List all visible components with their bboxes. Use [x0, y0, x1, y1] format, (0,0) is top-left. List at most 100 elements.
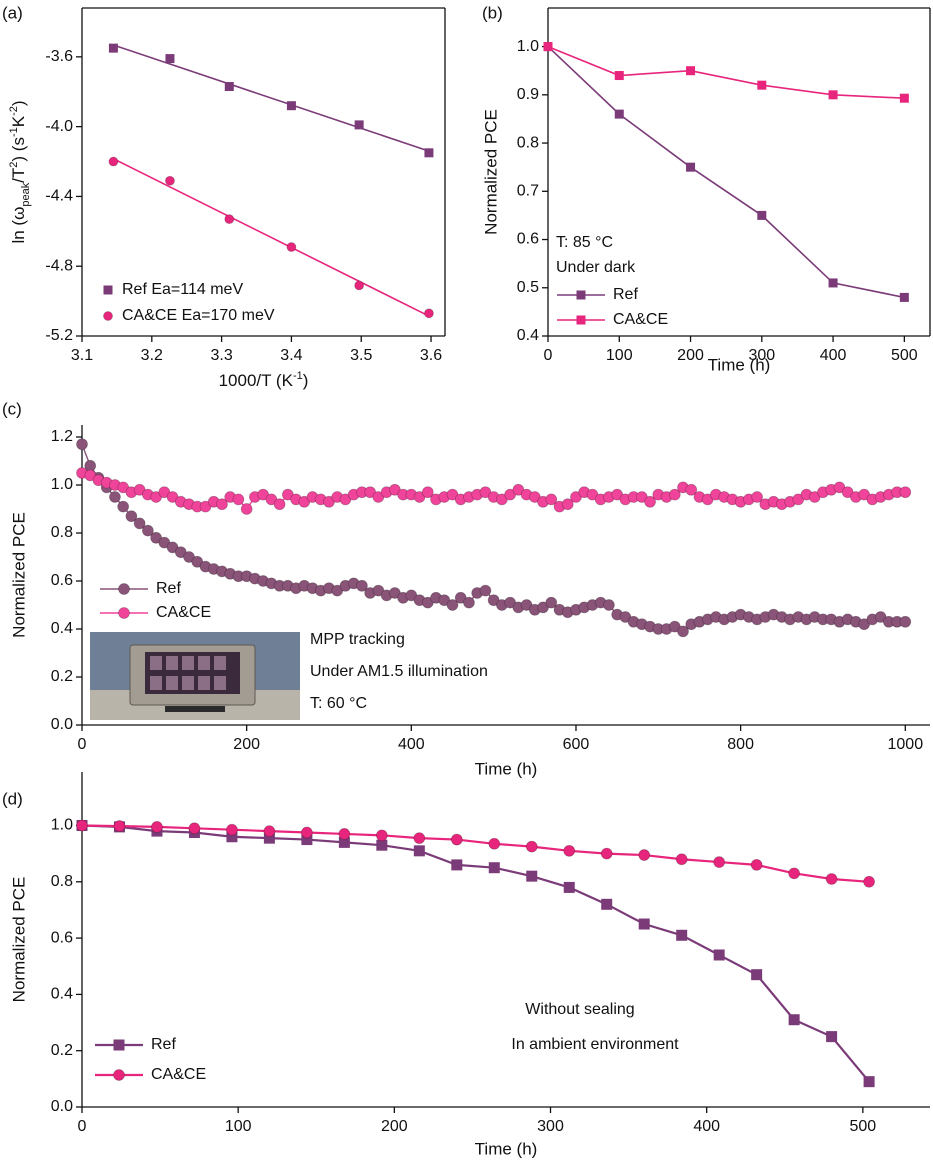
marker — [570, 491, 582, 503]
legend-label: Ref — [613, 286, 638, 303]
marker — [446, 599, 459, 611]
label-part: /T — [9, 168, 28, 183]
y-axis-label: ln (ωpeak/T2) (s-1K-2) — [8, 100, 32, 243]
x-tick-label: 0 — [544, 347, 553, 364]
marker — [446, 488, 459, 501]
y-tick-label: 1.0 — [51, 817, 73, 834]
series-line — [81, 824, 870, 883]
label-part: ln (ω — [9, 207, 28, 244]
x-tick-label: 200 — [381, 1118, 408, 1135]
marker — [668, 620, 681, 633]
x-tick-label: 400 — [398, 736, 425, 753]
marker — [874, 611, 887, 623]
marker — [413, 832, 426, 845]
y-tick-label: 0.2 — [51, 668, 73, 685]
marker — [151, 820, 163, 833]
y-axis-label: Normalized PCE — [481, 109, 500, 235]
fit-line — [113, 158, 430, 317]
marker — [713, 856, 726, 868]
y-tick-label: 1.2 — [51, 428, 73, 445]
y-tick-label: 0.8 — [517, 134, 539, 151]
marker — [117, 481, 130, 494]
y-tick-label: 0.6 — [51, 929, 73, 946]
marker — [263, 832, 275, 844]
y-tick-label: 0.8 — [51, 873, 73, 890]
marker — [635, 491, 648, 503]
annotation: T: 85 °C — [556, 234, 613, 251]
label-part: -2 — [8, 106, 20, 116]
marker — [504, 488, 517, 501]
marker — [713, 949, 725, 961]
marker — [354, 280, 365, 291]
y-axis-label: Normalized PCE — [9, 877, 28, 1003]
marker — [338, 836, 350, 848]
marker — [226, 831, 238, 843]
y-tick-label: 0.6 — [51, 572, 73, 589]
marker — [454, 591, 467, 604]
marker — [372, 584, 385, 597]
marker — [751, 491, 764, 503]
x-tick-label: 3.1 — [71, 347, 93, 364]
marker — [109, 491, 121, 503]
y-tick-label: 0.7 — [517, 183, 539, 200]
marker — [224, 214, 235, 225]
annotation: In ambient environment — [511, 1036, 679, 1053]
label-part: -1 — [8, 127, 20, 137]
marker — [563, 881, 575, 893]
y-tick-label: 0.0 — [51, 716, 73, 733]
marker — [133, 517, 146, 530]
inset-photo — [90, 632, 300, 720]
x-tick-label: 400 — [820, 347, 847, 364]
marker — [751, 969, 763, 981]
legend-label: Ref Ea=114 meV — [122, 281, 243, 298]
marker — [675, 853, 688, 866]
marker — [525, 840, 538, 853]
marker — [117, 500, 130, 513]
panel-label: (d) — [2, 789, 23, 808]
marker — [899, 93, 909, 103]
x-tick-label: 1000 — [888, 736, 924, 753]
marker — [841, 486, 854, 499]
marker — [899, 615, 912, 628]
marker — [108, 156, 119, 167]
marker — [899, 292, 909, 302]
marker — [356, 579, 368, 592]
x-tick-label: 200 — [233, 736, 260, 753]
marker — [863, 1076, 875, 1088]
legend-label: CA&CE — [156, 604, 211, 621]
marker — [438, 594, 451, 607]
marker — [323, 495, 335, 508]
legend-marker — [118, 583, 130, 595]
x-tick-label: 3.6 — [420, 347, 442, 364]
label-part: K — [9, 115, 28, 127]
marker — [331, 584, 344, 597]
marker — [792, 493, 805, 506]
y-tick-label: -4.8 — [45, 257, 73, 274]
marker — [388, 587, 401, 599]
annotation: T: 60 °C — [310, 695, 367, 712]
series-line — [81, 824, 870, 1083]
panel-label: (a) — [2, 3, 23, 22]
label-part: 1000/T (K — [219, 371, 294, 390]
marker — [232, 493, 245, 506]
marker — [668, 488, 681, 501]
legend-marker — [103, 311, 113, 321]
marker — [188, 822, 201, 835]
marker — [828, 90, 838, 100]
marker — [561, 498, 574, 511]
marker — [300, 826, 313, 839]
marker — [488, 862, 500, 874]
marker — [677, 625, 689, 638]
marker — [263, 825, 276, 838]
marker — [603, 599, 615, 611]
marker — [301, 834, 313, 846]
marker — [858, 488, 871, 501]
marker — [825, 873, 838, 885]
marker — [224, 82, 234, 92]
annotation: MPP tracking — [310, 631, 405, 648]
marker — [638, 849, 651, 861]
marker — [826, 1031, 838, 1043]
marker — [338, 828, 351, 840]
marker — [191, 555, 204, 568]
marker — [451, 859, 463, 871]
